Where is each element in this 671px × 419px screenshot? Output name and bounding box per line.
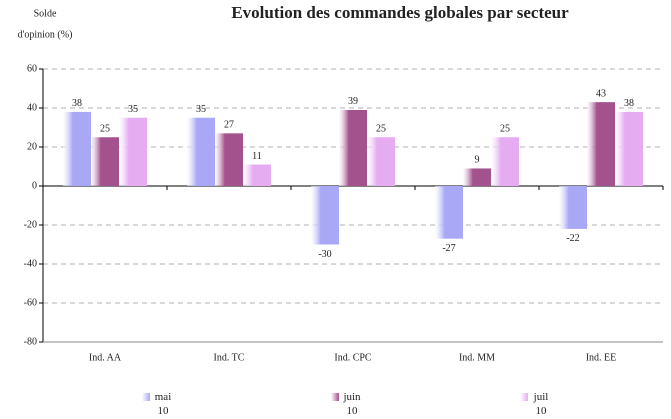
y-tick-label: 60 — [27, 63, 37, 74]
x-tick-label: Ind. AA — [89, 352, 122, 363]
data-label: 38 — [624, 98, 634, 109]
legend-label: mai 10 — [154, 391, 172, 417]
bar — [119, 117, 147, 186]
bar — [367, 137, 395, 186]
legend-label: juin 10 — [343, 391, 361, 417]
data-label: 43 — [596, 88, 606, 99]
bar — [435, 186, 463, 239]
legend-swatch — [331, 393, 339, 401]
y-tick-label: -40 — [24, 258, 37, 269]
y-tick-label: 20 — [27, 141, 37, 152]
legend-swatch — [142, 393, 150, 401]
bar — [63, 111, 91, 186]
legend-label: juil 10 — [533, 391, 549, 417]
x-tick-label: Ind. TC — [214, 352, 245, 363]
x-tick-label: Ind. EE — [586, 352, 617, 363]
data-label: 25 — [376, 124, 386, 135]
data-label: 11 — [252, 151, 262, 162]
y-tick-label: -20 — [24, 219, 37, 230]
data-label: 35 — [196, 104, 206, 115]
data-label: 9 — [475, 155, 480, 166]
data-label: -27 — [442, 243, 455, 254]
bar — [587, 102, 615, 186]
y-tick-label: -60 — [24, 297, 37, 308]
data-label: 27 — [224, 120, 234, 131]
data-label: 25 — [500, 124, 510, 135]
y-tick-label: -80 — [24, 336, 37, 347]
x-tick-label: Ind. MM — [459, 352, 495, 363]
chart-title: Evolution des commandes globales par sec… — [231, 3, 569, 22]
bar — [215, 133, 243, 186]
bar — [187, 117, 215, 186]
y-tick-label: 40 — [27, 102, 37, 113]
data-label: 38 — [72, 98, 82, 109]
x-tick-label: Ind. CPC — [334, 352, 372, 363]
bar — [243, 164, 271, 186]
legend-swatch — [520, 393, 528, 401]
y-axis-label: Solde — [34, 8, 57, 19]
bar — [463, 168, 491, 186]
data-label: -30 — [318, 249, 331, 260]
bar — [559, 186, 587, 229]
data-label: 39 — [348, 96, 358, 107]
data-label: 25 — [100, 124, 110, 135]
data-label: 35 — [128, 104, 138, 115]
bar — [91, 137, 119, 186]
bar — [491, 137, 519, 186]
bar — [615, 111, 643, 186]
data-label: -22 — [566, 233, 579, 244]
y-axis-label: d'opinion (%) — [18, 29, 73, 40]
y-tick-label: 0 — [32, 180, 37, 191]
bar — [311, 186, 339, 245]
bar — [339, 109, 367, 186]
